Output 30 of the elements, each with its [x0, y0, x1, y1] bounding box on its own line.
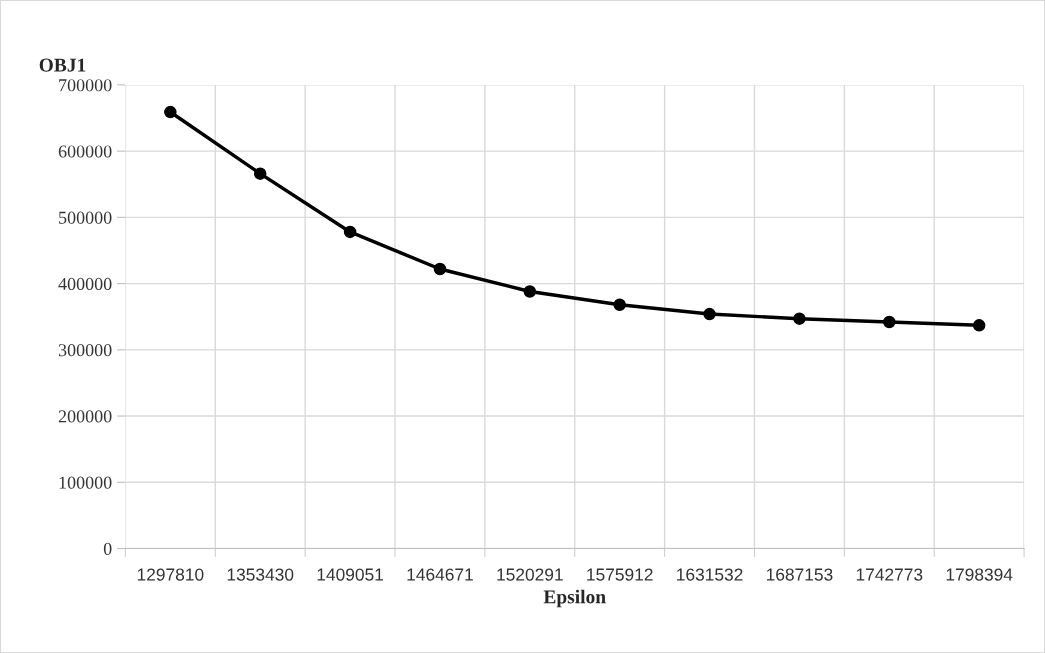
point	[793, 312, 806, 325]
point	[972, 319, 986, 332]
point	[433, 262, 447, 276]
point	[613, 298, 626, 312]
x-tick-label: 1631532	[677, 568, 743, 581]
x-tick-label: 1464671	[407, 568, 473, 581]
x-tick-label: 1409051	[317, 568, 384, 581]
x-tick-label: 1520291	[497, 568, 563, 581]
x-tick-label: 1575912	[587, 568, 653, 581]
x-axis-title: Epsilon	[543, 589, 606, 608]
x-tick-label: 1353430	[227, 568, 294, 581]
y-tick-label: 400000	[58, 277, 112, 291]
point	[164, 105, 177, 119]
y-tick-label: 0	[103, 542, 112, 555]
y-tick-label: 500000	[59, 211, 112, 224]
point	[523, 285, 537, 298]
point	[343, 225, 357, 239]
y-tick-label: 300000	[58, 344, 112, 357]
x-tick-label: 1798394	[946, 568, 1013, 581]
y-tick-label: 100000	[59, 476, 112, 489]
point	[883, 315, 896, 329]
point	[703, 307, 716, 321]
x-tick-label: 1687153	[766, 568, 833, 581]
x-tick-label: 1742773	[856, 568, 923, 581]
point	[253, 167, 267, 180]
y-tick-label: 600000	[58, 145, 112, 158]
x-tick-label: 1297810	[137, 568, 204, 581]
y-axis-title: OBJ1	[39, 58, 86, 72]
y-tick-label: 200000	[58, 410, 112, 423]
y-tick-label: 700000	[59, 79, 112, 92]
